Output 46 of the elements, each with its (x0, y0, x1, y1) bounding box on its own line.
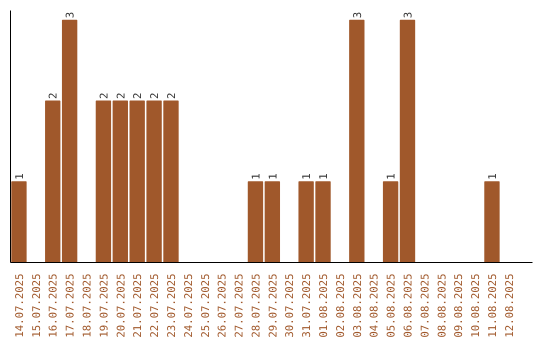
data-label: 2 (131, 92, 144, 99)
x-tick-label: 03.08.2025 (350, 274, 364, 338)
x-tick-label: 02.08.2025 (334, 274, 347, 338)
x-tick-label: 05.08.2025 (384, 274, 398, 338)
data-label: 2 (97, 92, 110, 99)
data-label: 3 (401, 12, 414, 18)
x-tick-label: 23.07.2025 (164, 274, 178, 338)
x-tick-label: 31.07.2025 (300, 274, 314, 338)
data-label: 1 (266, 173, 280, 180)
x-tick-label: 08.08.2025 (435, 274, 448, 338)
data-label: 3 (64, 12, 77, 18)
x-tick-label: 20.07.2025 (114, 274, 128, 338)
x-tick-label: 21.07.2025 (131, 274, 144, 338)
x-tick-label: 19.07.2025 (97, 274, 110, 338)
x-tick-label: 12.08.2025 (502, 274, 516, 338)
x-tick-label: 18.07.2025 (80, 274, 94, 338)
x-tick-label: 16.07.2025 (46, 274, 60, 338)
x-tick-label: 09.08.2025 (452, 274, 466, 338)
x-tick-label: 25.07.2025 (198, 274, 212, 338)
data-label: 1 (486, 173, 499, 180)
x-tick-label: 06.08.2025 (401, 274, 414, 338)
x-tick-label: 14.07.2025 (12, 274, 26, 338)
x-tick-label: 07.08.2025 (418, 274, 432, 338)
data-label: 1 (384, 173, 398, 180)
x-tick-label: 30.07.2025 (283, 274, 296, 338)
data-label: 1 (249, 173, 262, 180)
data-label: 2 (164, 92, 178, 99)
x-tick-label: 29.07.2025 (266, 274, 280, 338)
data-label: 2 (46, 92, 60, 99)
x-tick-label: 17.07.2025 (64, 274, 77, 338)
x-tick-label: 28.07.2025 (249, 274, 262, 338)
data-label: 1 (300, 173, 314, 180)
x-tick-label: 10.08.2025 (469, 274, 482, 338)
x-tick-label: 04.08.2025 (368, 274, 381, 338)
data-label: 1 (317, 173, 330, 180)
data-label: 3 (350, 12, 364, 18)
x-tick-label: 27.07.2025 (232, 274, 246, 338)
x-tick-label: 22.07.2025 (148, 274, 162, 338)
x-tick-label: 01.08.2025 (317, 274, 330, 338)
data-label: 2 (114, 92, 128, 99)
data-label: 1 (12, 173, 26, 180)
x-tick-label: 26.07.2025 (216, 274, 229, 338)
data-label: 2 (148, 92, 162, 99)
x-tick-label: 15.07.2025 (30, 274, 43, 338)
x-tick-label: 24.07.2025 (182, 274, 195, 338)
x-tick-label: 11.08.2025 (486, 274, 499, 338)
